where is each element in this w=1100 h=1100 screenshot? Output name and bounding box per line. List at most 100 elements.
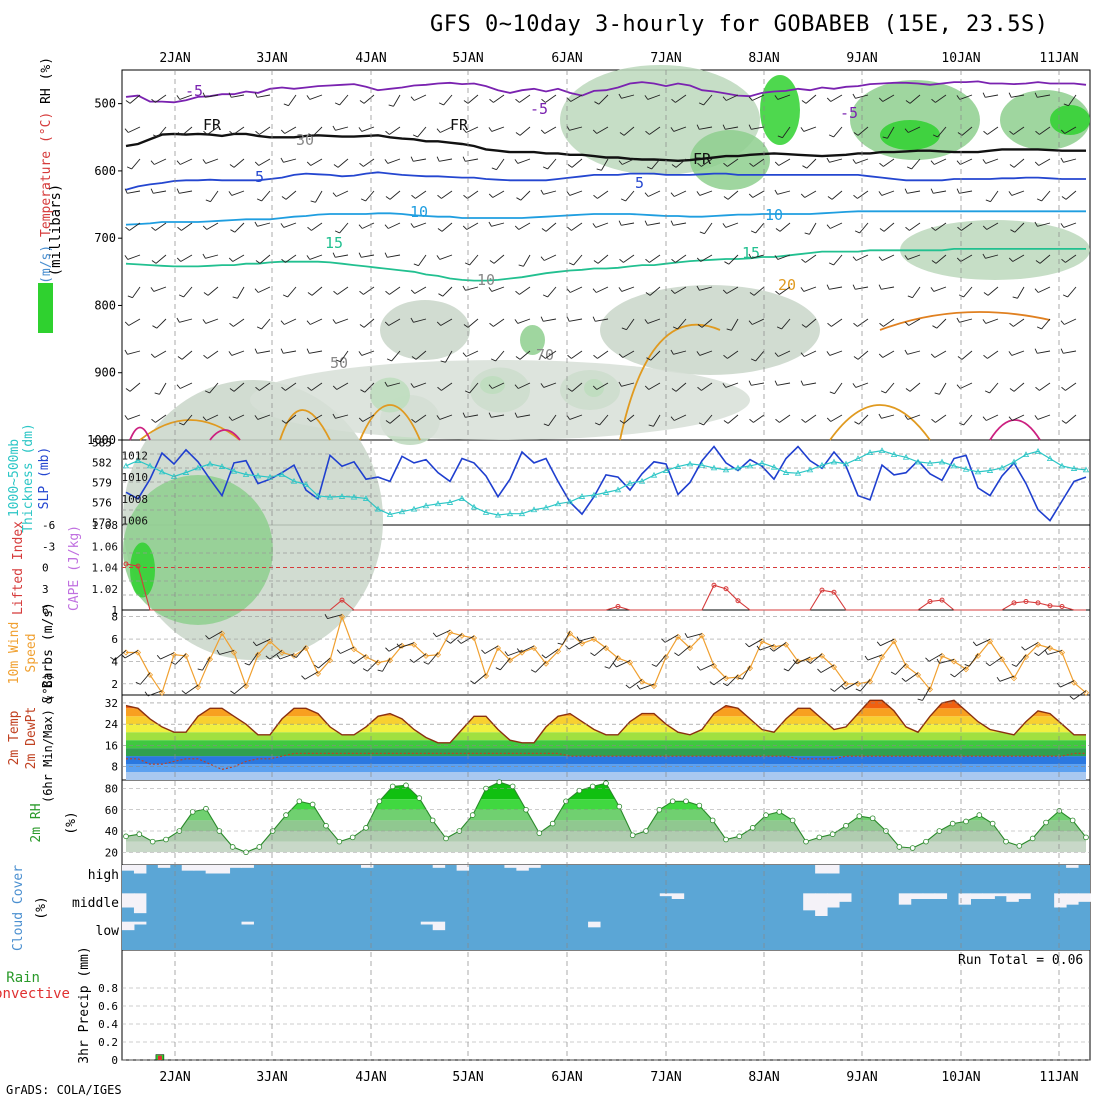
wind10m-barb — [1073, 690, 1087, 700]
wind10m-barb-flag — [612, 662, 617, 668]
wind-barb — [648, 190, 661, 197]
thickness-point — [866, 449, 874, 456]
rh-point — [669, 798, 676, 805]
thickness-point — [1022, 451, 1030, 458]
wind-barb — [519, 350, 531, 360]
panel-frame-precip — [121, 949, 1091, 1061]
wind-barb-flag — [905, 226, 910, 231]
wind-barb-flag — [176, 95, 181, 100]
wind-barb — [933, 286, 947, 292]
rh-point — [1083, 834, 1089, 841]
wind-barb — [414, 286, 427, 294]
thickness-point — [398, 508, 406, 515]
thickness-point — [1070, 465, 1078, 471]
wind-barb-flag — [646, 166, 652, 170]
wind10m-barb-flag — [661, 638, 666, 643]
rh-point — [829, 831, 836, 837]
wind-barb — [132, 286, 141, 298]
wind-barb — [569, 126, 583, 131]
wind-barb — [727, 158, 739, 167]
wind-barb-flag — [335, 359, 341, 363]
wind-barb — [257, 414, 271, 420]
temp2m-panel — [122, 699, 1090, 780]
wind-barb-flag — [982, 92, 986, 98]
wind-barb-flag — [1063, 103, 1069, 107]
wind-barb — [234, 222, 245, 233]
wind-barb — [834, 382, 843, 394]
surface-contour — [129, 426, 151, 441]
wind-barb-flag — [724, 261, 730, 265]
wind10m-barb — [279, 653, 295, 660]
wind-speed-point — [254, 651, 262, 658]
wind-barb-flag — [1061, 196, 1067, 200]
wind-barb-flag — [462, 225, 468, 230]
wind-barb — [257, 94, 271, 98]
cloud-clear-bar — [516, 865, 529, 871]
wind-barb — [393, 94, 401, 107]
wind-barb-flag — [176, 384, 181, 389]
wind-barb — [1013, 158, 1025, 168]
rh-point — [416, 795, 423, 801]
wind-barb-flag — [229, 388, 235, 392]
wind-barb — [882, 94, 895, 102]
wind-barb-flag — [930, 353, 936, 358]
wind10m-barb — [609, 655, 619, 669]
temp-line — [125, 699, 1086, 744]
wind10m-barb-flag — [936, 658, 940, 664]
thickness-point — [710, 464, 718, 471]
wind-barb — [155, 222, 167, 231]
wind-barb-flag — [177, 132, 183, 136]
wind10m-barb — [460, 635, 475, 644]
wind10m-barb-flag — [265, 655, 271, 660]
wind-barb — [543, 318, 557, 322]
wind-barb — [570, 94, 583, 102]
wind-barb — [961, 222, 973, 231]
thickness-point — [158, 468, 166, 475]
wind-barb-flag — [541, 98, 546, 103]
wind10m-barb-flag — [745, 642, 750, 648]
thickness-point — [350, 493, 358, 500]
wind-barb — [779, 414, 791, 423]
wind10m-barb — [700, 663, 715, 671]
wind-barb — [180, 254, 193, 262]
wind-barb — [233, 126, 245, 135]
rh-point — [549, 820, 556, 827]
wind-barb-flag — [462, 352, 467, 357]
wind-barb-flag — [1034, 161, 1040, 166]
wind-barb — [363, 286, 375, 295]
wind-barb — [414, 94, 427, 101]
wind-barb — [1014, 222, 1025, 233]
wind10m-barb — [318, 657, 331, 669]
lifted-index-point — [1035, 600, 1041, 606]
wind-barb-flag — [126, 166, 132, 170]
temp-contour — [125, 210, 1086, 226]
cloud-clear-bar — [803, 893, 816, 911]
wind-barb — [805, 318, 817, 328]
cloud-clear-bar — [229, 865, 243, 868]
wind-barb-flag — [696, 191, 701, 196]
wind-barb-flag — [1010, 229, 1016, 233]
wind-barb-flag — [150, 287, 155, 292]
wind-barb-flag — [228, 416, 233, 421]
wind10m-barb — [629, 679, 643, 689]
wind10m-barb — [759, 644, 775, 651]
wind-barb-flag — [748, 193, 754, 198]
rh-point — [509, 783, 516, 790]
wind-barb-flag — [1035, 130, 1040, 135]
wind-barb-flag — [618, 160, 623, 165]
surface-contour — [879, 311, 1051, 331]
wind-barb-flag — [310, 200, 316, 203]
wind10m-barb — [844, 681, 859, 690]
wind-barb — [829, 350, 843, 356]
wind10m-barb-flag — [144, 691, 149, 697]
wind-barb — [882, 350, 895, 358]
wind-barb-flag — [543, 423, 549, 427]
wind-barb-flag — [410, 317, 414, 323]
wind10m-barb-flag — [651, 663, 657, 667]
wind-barb — [362, 222, 375, 229]
wind-barb — [361, 126, 375, 132]
wind-speed-point — [878, 653, 886, 661]
wind-barb — [518, 222, 531, 230]
cape-tick: 1.04 — [92, 562, 119, 575]
wind-barb — [755, 350, 765, 362]
